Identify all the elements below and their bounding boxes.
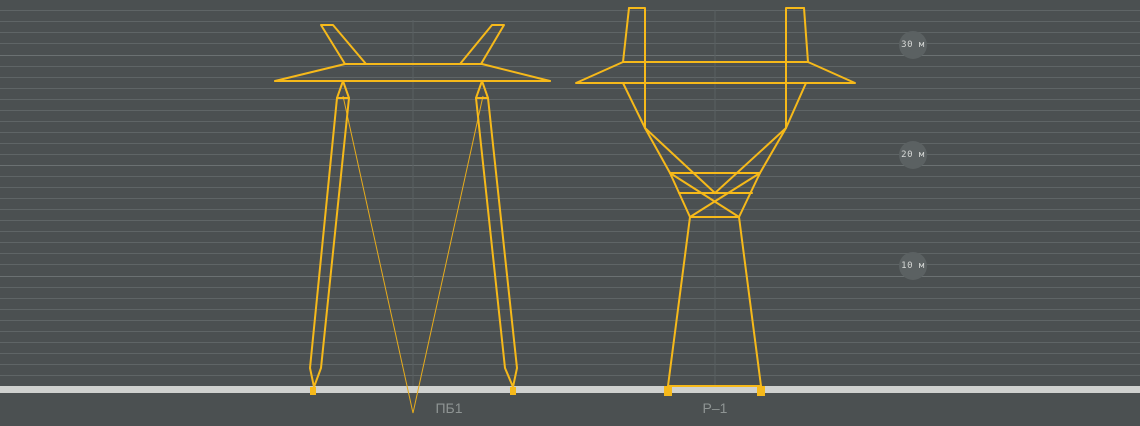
r1-peak-right-outer	[785, 7, 805, 129]
r1-body-outline	[622, 82, 807, 218]
r1-brace-cross-1	[669, 172, 740, 218]
pb1-leg-right	[475, 97, 518, 388]
r1-foot-left	[664, 386, 672, 396]
pb1-leg-left	[309, 97, 350, 388]
pb1-foot-right	[510, 387, 516, 395]
pb1-peak-right	[459, 24, 505, 65]
r1-peak-left-slope	[622, 7, 630, 63]
pb1-peak-left	[320, 24, 367, 65]
height-grid	[0, 10, 1140, 387]
r1-peak-left-outer	[628, 7, 646, 129]
pb1-leg-right-cap	[475, 80, 489, 99]
r1-leg-right	[738, 216, 762, 387]
ground-line	[0, 386, 1140, 393]
r1-peak-right-slope	[803, 7, 809, 63]
r1-leg-left	[667, 216, 691, 387]
tower-r1	[575, 7, 856, 396]
pb1-foot-left	[310, 387, 316, 395]
r1-foot-right	[757, 386, 765, 396]
height-mark-20: 20 м	[899, 141, 927, 169]
r1-brace-cross-2	[689, 172, 761, 218]
tower-label-pb1: ПБ1	[435, 400, 463, 416]
pb1-leg-left-cap	[336, 80, 350, 99]
height-mark-30: 30 м	[899, 31, 927, 59]
r1-crossarm	[575, 61, 856, 84]
pb1-guy-wires	[342, 95, 484, 414]
tower-label-r1: Р–1	[702, 400, 728, 416]
tower-pb1	[274, 24, 551, 414]
height-mark-10: 10 м	[899, 252, 927, 280]
